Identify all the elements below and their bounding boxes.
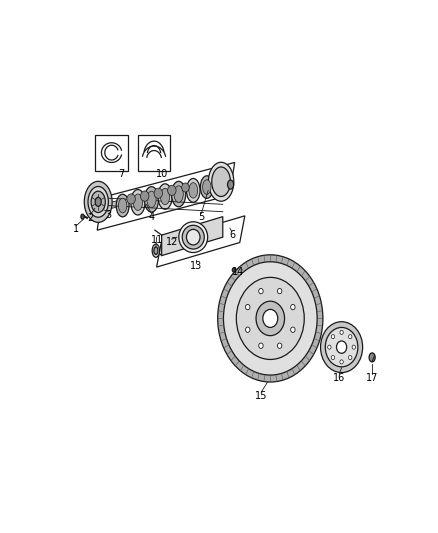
Ellipse shape — [263, 309, 278, 327]
Ellipse shape — [168, 185, 176, 196]
Ellipse shape — [223, 262, 317, 375]
Polygon shape — [162, 216, 223, 256]
Ellipse shape — [256, 301, 285, 336]
Text: 1: 1 — [73, 224, 79, 235]
Ellipse shape — [237, 277, 304, 359]
Polygon shape — [104, 197, 130, 211]
Ellipse shape — [118, 198, 127, 213]
Ellipse shape — [154, 188, 162, 198]
Ellipse shape — [147, 191, 156, 208]
Text: 11: 11 — [151, 236, 162, 245]
Ellipse shape — [88, 187, 108, 217]
Bar — [95, 134, 128, 171]
Ellipse shape — [182, 225, 204, 249]
Ellipse shape — [95, 197, 101, 206]
Ellipse shape — [81, 214, 84, 219]
Text: 5: 5 — [198, 212, 205, 222]
Ellipse shape — [174, 186, 183, 203]
Text: 4: 4 — [148, 212, 155, 222]
Ellipse shape — [336, 341, 346, 353]
Ellipse shape — [246, 304, 250, 310]
Text: 10: 10 — [155, 169, 168, 179]
Ellipse shape — [172, 181, 186, 207]
Ellipse shape — [154, 247, 158, 254]
Ellipse shape — [331, 335, 335, 339]
Ellipse shape — [133, 194, 142, 211]
Text: 14: 14 — [232, 267, 244, 277]
Ellipse shape — [369, 353, 375, 362]
Ellipse shape — [187, 229, 200, 245]
Ellipse shape — [232, 268, 236, 272]
Ellipse shape — [331, 356, 335, 360]
Ellipse shape — [349, 335, 352, 339]
Ellipse shape — [340, 360, 343, 364]
Text: 12: 12 — [166, 238, 178, 247]
Ellipse shape — [321, 322, 363, 373]
Ellipse shape — [208, 162, 234, 201]
Ellipse shape — [212, 167, 230, 197]
Ellipse shape — [340, 330, 343, 334]
Ellipse shape — [259, 343, 263, 349]
Ellipse shape — [131, 190, 145, 215]
Ellipse shape — [291, 304, 295, 310]
Text: 2: 2 — [87, 213, 94, 223]
Ellipse shape — [91, 191, 105, 213]
Bar — [138, 134, 170, 171]
Ellipse shape — [203, 180, 211, 195]
Ellipse shape — [259, 288, 263, 294]
Text: 3: 3 — [105, 209, 111, 220]
Ellipse shape — [182, 183, 189, 192]
Ellipse shape — [218, 255, 323, 382]
Text: 15: 15 — [255, 391, 267, 401]
Ellipse shape — [200, 176, 213, 198]
Ellipse shape — [328, 345, 331, 349]
Text: 7: 7 — [118, 169, 124, 179]
Ellipse shape — [349, 356, 352, 360]
Ellipse shape — [84, 181, 112, 222]
Ellipse shape — [325, 327, 358, 367]
Ellipse shape — [141, 191, 149, 201]
Text: 17: 17 — [366, 373, 378, 383]
Ellipse shape — [291, 327, 295, 333]
Ellipse shape — [158, 184, 172, 209]
Ellipse shape — [127, 194, 135, 204]
Ellipse shape — [152, 244, 159, 257]
Ellipse shape — [246, 327, 250, 333]
Text: 6: 6 — [229, 230, 235, 240]
Ellipse shape — [187, 179, 200, 202]
Text: 16: 16 — [333, 373, 345, 383]
Ellipse shape — [179, 222, 208, 253]
Ellipse shape — [277, 343, 282, 349]
Ellipse shape — [277, 288, 282, 294]
Ellipse shape — [145, 187, 159, 212]
Ellipse shape — [160, 188, 170, 205]
Ellipse shape — [116, 194, 129, 217]
Ellipse shape — [227, 180, 233, 189]
Ellipse shape — [189, 183, 198, 198]
Text: 13: 13 — [190, 261, 202, 271]
Polygon shape — [99, 211, 106, 214]
Ellipse shape — [352, 345, 356, 349]
